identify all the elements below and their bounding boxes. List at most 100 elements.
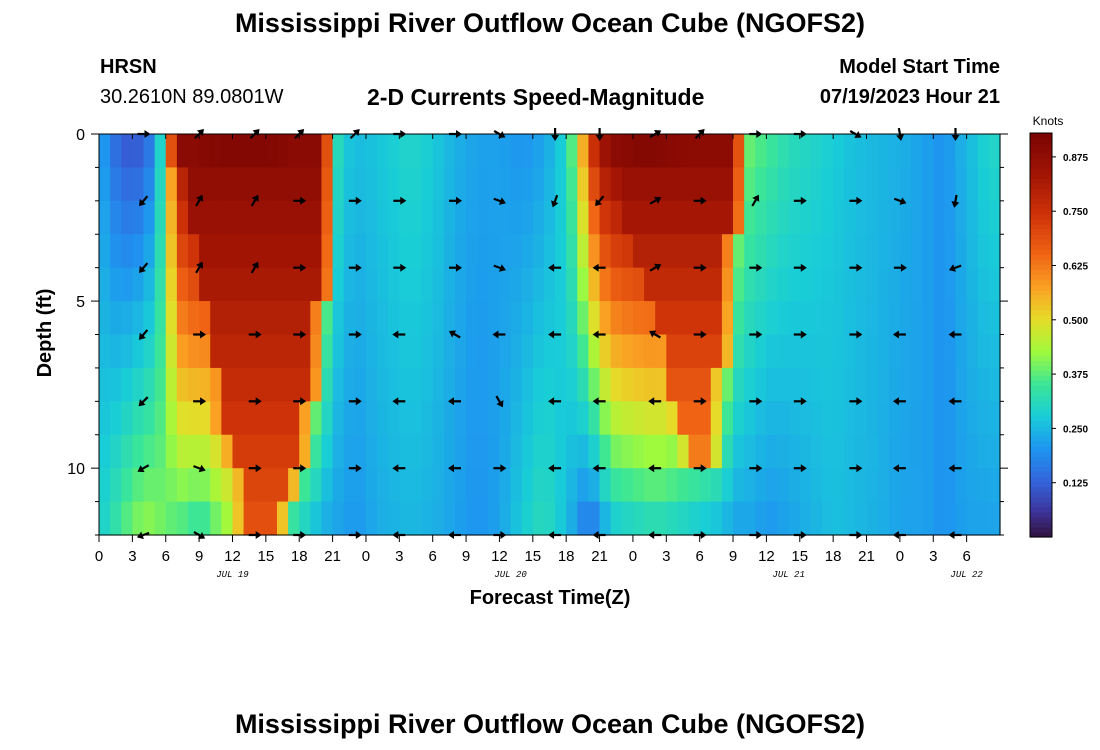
heatmap-cell <box>933 200 945 235</box>
heatmap-cell <box>777 334 790 369</box>
heatmap-cell <box>332 401 345 436</box>
heatmap-cell <box>822 200 834 235</box>
current-vector-arrow <box>293 464 307 473</box>
heatmap-cell <box>677 468 690 503</box>
heatmap-cell <box>766 367 779 402</box>
heatmap-cell <box>243 200 256 235</box>
heatmap-cell <box>721 501 734 536</box>
heatmap-cell <box>944 234 957 269</box>
heatmap-cell <box>944 468 957 503</box>
heatmap-cell <box>143 367 156 402</box>
heatmap-cell <box>922 501 934 536</box>
colorbar-segment <box>1030 345 1052 351</box>
current-vector-arrow <box>250 194 259 207</box>
heatmap-cell <box>655 367 667 402</box>
heatmap-cell <box>944 267 957 302</box>
heatmap-cell <box>488 334 501 369</box>
heatmap-cell <box>877 301 890 336</box>
heatmap-cell <box>143 134 156 169</box>
heatmap-cell <box>288 301 300 336</box>
heatmap-cell <box>176 301 189 336</box>
heatmap-cell <box>466 134 478 169</box>
heatmap-cell <box>499 401 512 436</box>
heatmap-cell <box>677 200 690 235</box>
heatmap-cell <box>377 434 389 469</box>
heatmap-cell <box>254 301 267 336</box>
heatmap-cell <box>321 367 334 402</box>
date-label: JUL 21 <box>772 570 804 580</box>
heatmap-cell <box>944 301 957 336</box>
heatmap-cell <box>510 501 523 536</box>
heatmap-cell <box>121 367 133 402</box>
heatmap-cell <box>365 267 378 302</box>
current-vector-arrow <box>951 128 960 141</box>
heatmap-cell <box>165 501 178 536</box>
heatmap-cell <box>232 434 245 469</box>
heatmap-cell <box>610 468 623 503</box>
heatmap-cell <box>822 334 834 369</box>
heatmap-cell <box>343 367 356 402</box>
heatmap-cell <box>466 301 478 336</box>
heatmap-cell <box>543 167 556 202</box>
heatmap-cell <box>432 468 445 503</box>
heatmap-cell <box>955 501 968 536</box>
heatmap-cell <box>799 134 812 169</box>
colorbar-segment <box>1030 395 1052 402</box>
heatmap-cell <box>644 434 656 469</box>
current-vector-arrow <box>193 397 207 406</box>
heatmap-cell <box>265 468 278 503</box>
heatmap-cell <box>377 401 389 436</box>
heatmap-cell <box>488 401 501 436</box>
heatmap-cell <box>443 334 456 369</box>
heatmap-cell <box>532 234 545 269</box>
heatmap-cell <box>176 401 189 436</box>
heatmap-cell <box>966 367 979 402</box>
heatmap-cell <box>555 134 567 169</box>
heatmap-cell <box>121 334 133 369</box>
heatmap-cell <box>521 167 534 202</box>
heatmap-cell <box>555 367 567 402</box>
heatmap-cell <box>221 367 234 402</box>
heatmap-cell <box>543 334 556 369</box>
heatmap-cell <box>866 334 879 369</box>
heatmap-cell <box>688 367 701 402</box>
x-tick-label: 3 <box>128 548 136 565</box>
heatmap-cell <box>165 134 178 169</box>
heatmap-cell <box>354 301 367 336</box>
heatmap-cell <box>176 367 189 402</box>
heatmap-cell <box>966 267 979 302</box>
heatmap-cell <box>321 434 334 469</box>
heatmap-cell <box>588 301 601 336</box>
current-vector-arrow <box>195 194 204 207</box>
heatmap-cell <box>187 267 200 302</box>
heatmap-cell <box>121 434 133 469</box>
heatmap-cell <box>844 167 856 202</box>
heatmap-cell <box>877 501 890 536</box>
x-axis-label: Forecast Time(Z) <box>470 587 631 609</box>
chart-subtitle: 2-D Currents Speed-Magnitude <box>367 84 705 110</box>
colorbar-segment <box>1030 340 1052 346</box>
heatmap-cell <box>510 434 523 469</box>
heatmap-cell <box>744 434 756 469</box>
heatmap-cell <box>243 501 256 536</box>
heatmap-cell <box>132 434 145 469</box>
heatmap-cell <box>810 234 823 269</box>
heatmap-cell <box>744 501 756 536</box>
heatmap-cell <box>232 334 245 369</box>
heatmap-cell <box>210 501 222 536</box>
x-tick-label: 12 <box>758 548 775 565</box>
heatmap-cell <box>788 401 801 436</box>
heatmap-cell <box>421 434 434 469</box>
heatmap-cell <box>532 501 545 536</box>
colorbar-segment <box>1030 501 1052 508</box>
current-vector-arrow <box>195 261 204 274</box>
heatmap-cell <box>110 200 122 235</box>
heatmap-cell <box>154 334 167 369</box>
heatmap-cell <box>755 401 767 436</box>
heatmap-cell <box>777 434 790 469</box>
current-vector-arrow <box>548 397 562 406</box>
current-vector-arrow <box>393 196 407 205</box>
heatmap-cell <box>488 134 501 169</box>
heatmap-cell <box>165 167 178 202</box>
heatmap-cell <box>666 267 679 302</box>
